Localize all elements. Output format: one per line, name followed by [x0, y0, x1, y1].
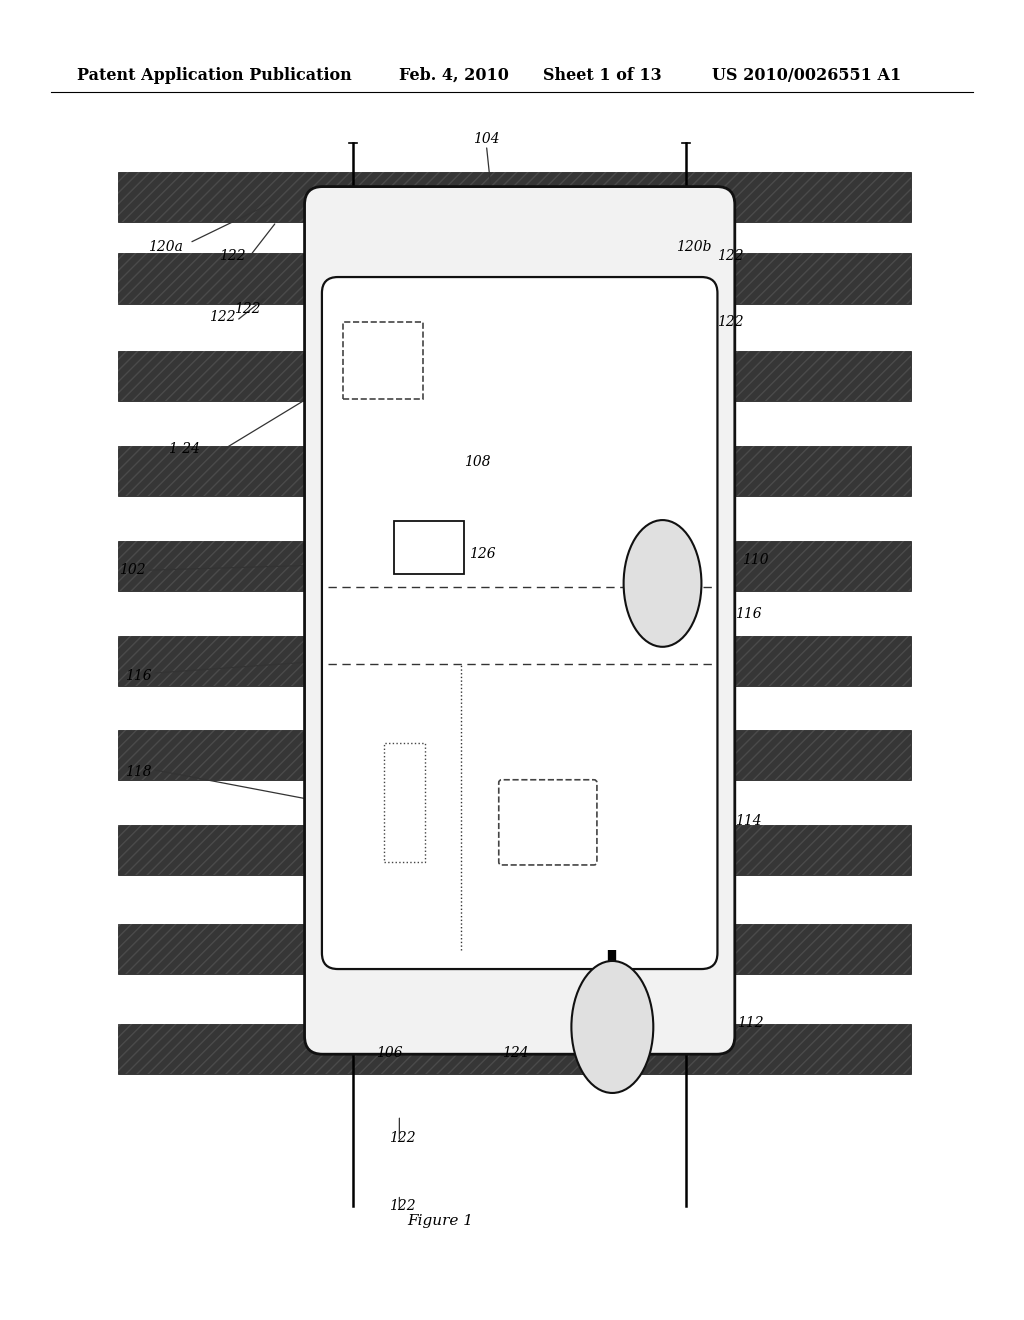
Text: 116: 116 [735, 607, 762, 620]
Text: 110: 110 [742, 553, 769, 566]
Text: 122: 122 [389, 1131, 416, 1144]
Bar [118, 924, 911, 974]
Bar [118, 730, 911, 780]
Text: 122: 122 [234, 302, 261, 315]
Text: Sheet 1 of 13: Sheet 1 of 13 [543, 67, 662, 83]
Text: 108: 108 [464, 455, 490, 469]
Text: Patent Application Publication: Patent Application Publication [77, 67, 351, 83]
Text: 126: 126 [469, 548, 496, 561]
Ellipse shape [571, 961, 653, 1093]
Bar [118, 172, 911, 222]
Bar [394, 521, 464, 574]
Text: Figure 1: Figure 1 [408, 1214, 473, 1228]
Bar [118, 825, 911, 875]
Text: 106: 106 [376, 1047, 402, 1060]
Text: 104: 104 [473, 132, 500, 145]
Text: 112: 112 [737, 1016, 764, 1030]
Text: 114: 114 [735, 814, 762, 828]
Text: 122: 122 [389, 1200, 416, 1213]
Bar [118, 1024, 911, 1074]
Bar [118, 636, 911, 686]
Bar [118, 541, 911, 591]
Text: 124: 124 [502, 1047, 528, 1060]
Bar [118, 636, 911, 686]
Bar [118, 1024, 911, 1074]
Bar [384, 743, 425, 862]
Bar [118, 172, 911, 222]
Text: 122: 122 [717, 315, 743, 329]
Bar [118, 253, 911, 304]
Text: 120a: 120a [148, 240, 183, 253]
Ellipse shape [624, 520, 701, 647]
Text: 116: 116 [125, 669, 152, 682]
Text: 1 24: 1 24 [169, 442, 200, 455]
Bar [118, 446, 911, 496]
Text: 122: 122 [209, 310, 236, 323]
Text: 122: 122 [717, 249, 743, 263]
Bar [118, 446, 911, 496]
Bar [118, 351, 911, 401]
Text: US 2010/0026551 A1: US 2010/0026551 A1 [712, 67, 901, 83]
Bar [118, 825, 911, 875]
Text: 118: 118 [125, 766, 152, 779]
Text: 102: 102 [119, 564, 145, 577]
Bar [118, 541, 911, 591]
Bar [118, 253, 911, 304]
Text: Feb. 4, 2010: Feb. 4, 2010 [399, 67, 509, 83]
Bar [343, 322, 423, 399]
Text: 120b: 120b [676, 240, 712, 253]
Bar [118, 924, 911, 974]
Bar [118, 351, 911, 401]
Text: 122: 122 [219, 249, 246, 263]
FancyBboxPatch shape [304, 186, 735, 1055]
FancyBboxPatch shape [322, 277, 718, 969]
Bar [118, 730, 911, 780]
